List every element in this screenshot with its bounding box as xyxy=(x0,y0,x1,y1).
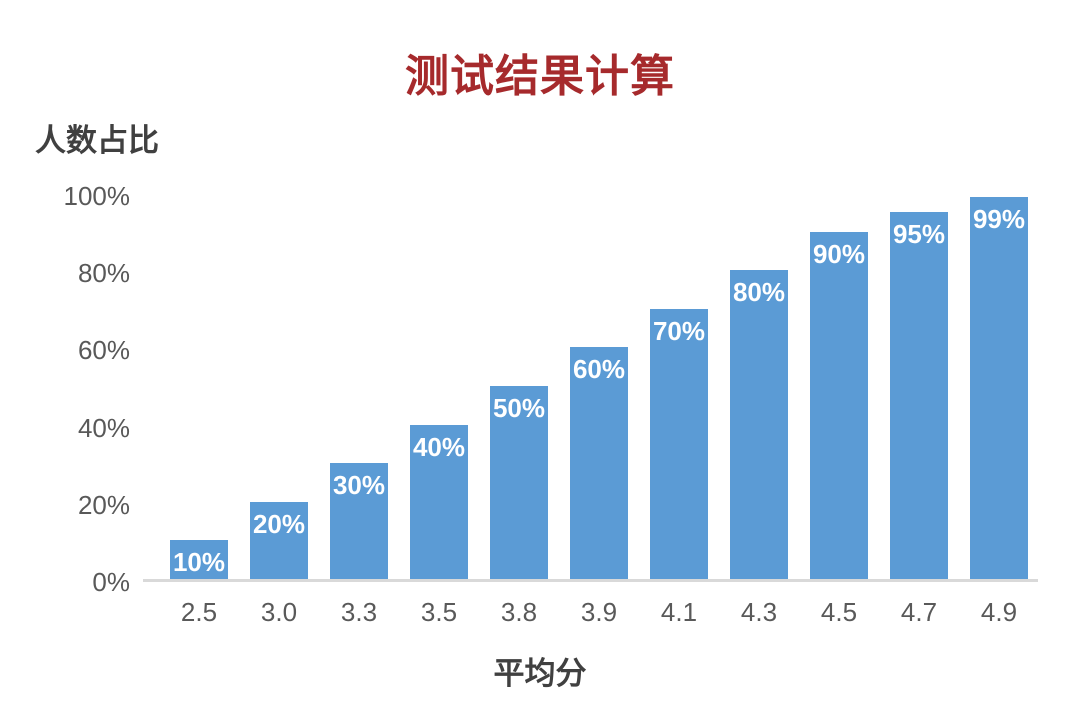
bar-slot: 50% xyxy=(479,386,559,579)
y-axis-tick-labels: 0% 20% 40% 60% 80% 100% xyxy=(30,182,131,596)
bar: 60% xyxy=(570,347,628,579)
x-tick-label: 2.5 xyxy=(180,597,218,627)
y-tick-label: 20% xyxy=(77,489,130,520)
x-tick-label: 3.9 xyxy=(580,597,618,627)
x-tick-label: 4.1 xyxy=(660,597,698,627)
bar: 70% xyxy=(650,309,708,579)
bar-slot: 95% xyxy=(879,212,959,579)
bar-value-label: 95% xyxy=(892,219,946,249)
x-tick-label: 4.7 xyxy=(900,597,938,627)
bar-value-label: 70% xyxy=(652,316,706,346)
x-tick-label: 4.3 xyxy=(740,597,778,627)
bar-series: 10% 20% 30% 40% 50% 60% 70% 80% 90% 95% 99% xyxy=(159,197,1039,579)
bar: 40% xyxy=(410,425,468,579)
bar: 95% xyxy=(890,212,948,579)
y-tick-label: 0% xyxy=(92,567,130,597)
bar-value-label: 10% xyxy=(172,547,226,577)
x-axis-title: 平均分 xyxy=(493,656,587,691)
bar-value-label: 80% xyxy=(732,277,786,307)
bar-slot: 10% xyxy=(159,540,239,579)
bar-value-label: 40% xyxy=(412,432,466,462)
x-tick-label: 4.9 xyxy=(980,597,1018,627)
bar-value-label: 60% xyxy=(572,354,626,384)
x-tick-label: 4.5 xyxy=(820,597,858,627)
bar-value-label: 90% xyxy=(812,239,866,269)
x-tick-label: 3.8 xyxy=(500,597,538,627)
y-tick-label: 60% xyxy=(77,335,130,366)
bar-slot: 30% xyxy=(319,463,399,579)
bar-value-label: 30% xyxy=(332,470,386,500)
bar-slot: 99% xyxy=(959,197,1039,579)
bar-value-label: 99% xyxy=(972,204,1026,234)
chart-title: 测试结果计算 xyxy=(405,52,675,101)
bar-value-label: 20% xyxy=(252,509,306,539)
bar-slot: 70% xyxy=(639,309,719,579)
bar: 99% xyxy=(970,197,1028,579)
y-tick-label: 80% xyxy=(77,258,130,289)
x-tick-label: 3.3 xyxy=(340,597,378,627)
y-tick-label: 100% xyxy=(63,181,131,211)
bar-slot: 90% xyxy=(799,232,879,579)
bar: 90% xyxy=(810,232,868,579)
bar: 10% xyxy=(170,540,228,579)
y-axis-title: 人数占比 xyxy=(35,123,159,158)
bar-slot: 40% xyxy=(399,425,479,579)
plot-area: 10% 20% 30% 40% 50% 60% 70% 80% 90% 95% 99% xyxy=(143,196,1038,582)
bar-slot: 60% xyxy=(559,347,639,579)
bar: 50% xyxy=(490,386,548,579)
bar-value-label: 50% xyxy=(492,393,546,423)
bar: 80% xyxy=(730,270,788,579)
x-tick-label: 3.5 xyxy=(420,597,458,627)
bar-slot: 80% xyxy=(719,270,799,579)
bar-slot: 20% xyxy=(239,502,319,579)
bar: 30% xyxy=(330,463,388,579)
x-axis-tick-labels: 2.5 3.0 3.3 3.5 3.8 3.9 4.1 4.3 4.5 4.7 4.9 xyxy=(159,597,1039,628)
x-tick-label: 3.0 xyxy=(260,597,298,627)
y-tick-label: 40% xyxy=(77,412,130,443)
bar: 20% xyxy=(250,502,308,579)
